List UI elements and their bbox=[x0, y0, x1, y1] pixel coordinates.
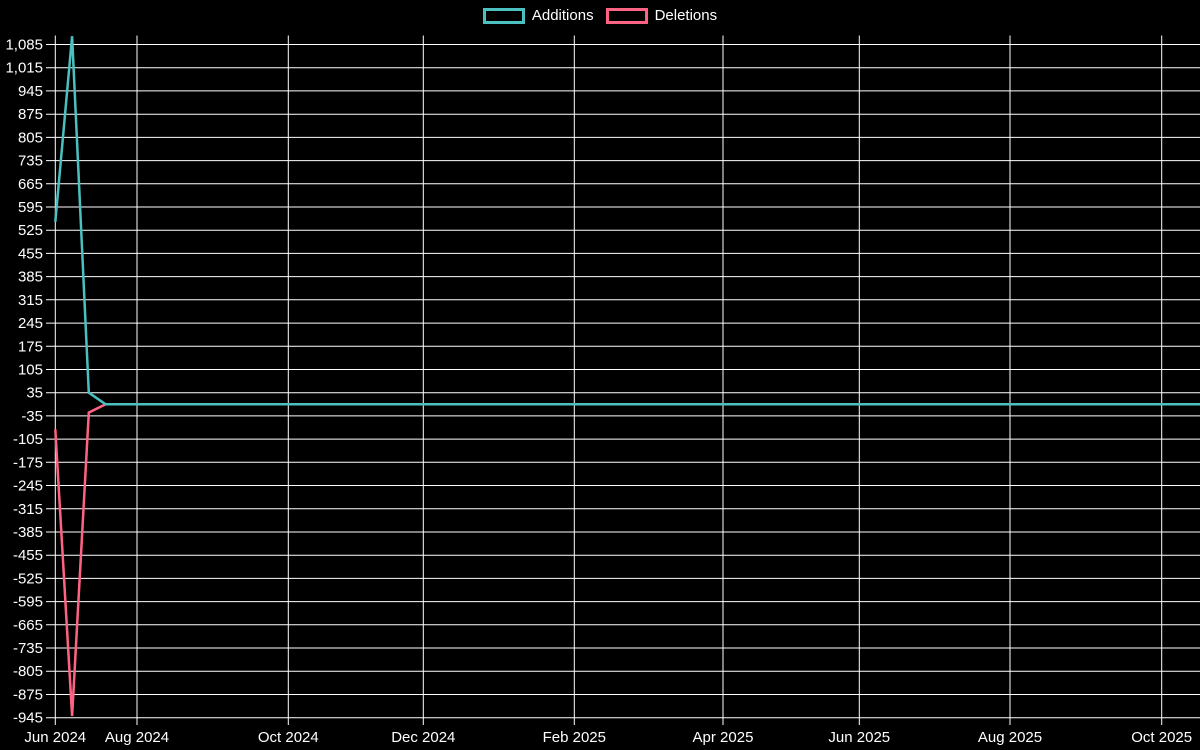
y-tick-label: 805 bbox=[18, 129, 43, 146]
y-tick-label: -175 bbox=[13, 454, 43, 471]
y-tick-label: -455 bbox=[13, 547, 43, 564]
y-tick-label: -35 bbox=[21, 408, 43, 425]
y-tick-label: -245 bbox=[13, 478, 43, 495]
y-tick-label: 875 bbox=[18, 106, 43, 123]
y-tick-label: 1,085 bbox=[5, 37, 43, 54]
chart-legend: Additions Deletions bbox=[0, 7, 1200, 25]
series-line-deletions[interactable] bbox=[54, 403, 1200, 717]
x-tick-label: Apr 2025 bbox=[693, 729, 754, 746]
legend-label-additions: Additions bbox=[531, 7, 594, 24]
y-tick-label: -735 bbox=[13, 640, 43, 657]
y-tick-label: 245 bbox=[18, 315, 43, 332]
y-tick-label: -525 bbox=[13, 570, 43, 587]
y-tick-label: 595 bbox=[18, 199, 43, 216]
series-line-additions[interactable] bbox=[54, 36, 1200, 406]
y-tick-label: 945 bbox=[18, 83, 43, 100]
legend-label-deletions: Deletions bbox=[654, 7, 718, 24]
y-tick-label: -805 bbox=[13, 663, 43, 680]
legend-item-additions[interactable]: Additions bbox=[482, 7, 594, 25]
deletions-swatch-icon bbox=[605, 8, 648, 24]
y-tick-label: -315 bbox=[13, 501, 43, 518]
y-tick-label: -665 bbox=[13, 617, 43, 634]
x-tick-label: Oct 2024 bbox=[258, 729, 319, 746]
x-tick-label: Jun 2024 bbox=[24, 729, 86, 746]
y-tick-label: -875 bbox=[13, 687, 43, 704]
y-tick-label: 35 bbox=[26, 385, 43, 402]
y-tick-label: 105 bbox=[18, 362, 43, 379]
x-tick-label: Aug 2024 bbox=[105, 729, 169, 746]
x-tick-label: Dec 2024 bbox=[391, 729, 455, 746]
y-tick-label: 455 bbox=[18, 245, 43, 262]
x-tick-label: Aug 2025 bbox=[978, 729, 1042, 746]
chart-render-layer: 1,085 1,015 945 875 805 735 665 595 525 455 385 315… bbox=[5, 35, 1200, 746]
y-tick-label: -595 bbox=[13, 594, 43, 611]
y-tick-label: 315 bbox=[18, 292, 43, 309]
y-tick-label: 1,015 bbox=[5, 60, 43, 77]
y-tick-label: 665 bbox=[18, 176, 43, 193]
y-tick-label: 525 bbox=[18, 222, 43, 239]
x-tick-label: Feb 2025 bbox=[543, 729, 606, 746]
x-tick-label: Jun 2025 bbox=[828, 729, 890, 746]
y-tick-label: 175 bbox=[18, 338, 43, 355]
additions-swatch-icon bbox=[482, 8, 525, 24]
y-tick-label: 385 bbox=[18, 269, 43, 286]
y-tick-label: -945 bbox=[13, 710, 43, 727]
y-tick-label: 735 bbox=[18, 153, 43, 170]
y-tick-label: -105 bbox=[13, 431, 43, 448]
x-tick-label: Oct 2025 bbox=[1131, 729, 1192, 746]
y-tick-label: -385 bbox=[13, 524, 43, 541]
legend-item-deletions[interactable]: Deletions bbox=[605, 7, 718, 25]
